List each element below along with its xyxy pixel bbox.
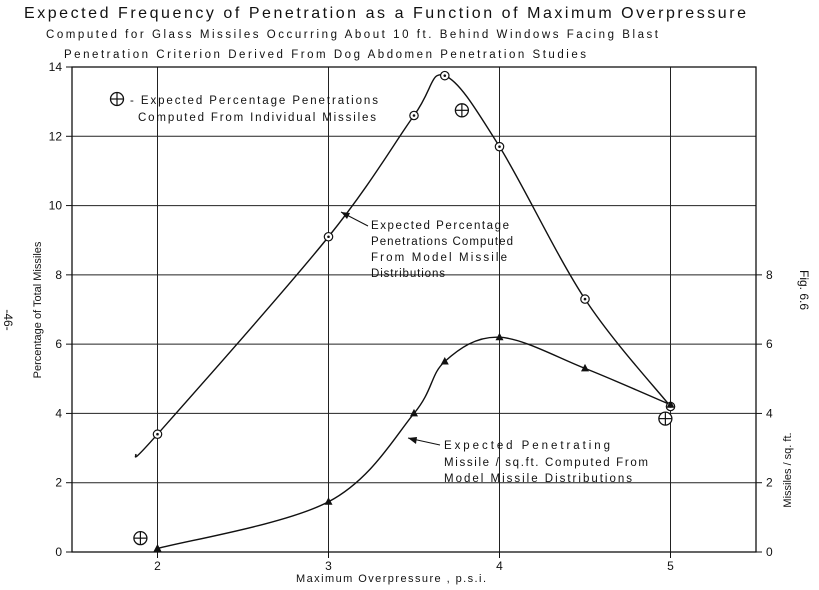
x-tick-label-3: 3: [325, 559, 332, 573]
y-axis-ticks: 0 2 4 6 8 10 12 14: [49, 60, 72, 559]
annotation-percentage-arrowhead: [341, 212, 350, 219]
annotation-a-line-2: Penetrations Computed: [371, 236, 513, 248]
triangle-marker-4: [495, 332, 504, 341]
y-tick-label-0: 0: [55, 545, 62, 559]
y-tick-label-2: 2: [55, 476, 62, 490]
x-axis-label: Maximum Overpressure , p.s.i.: [296, 573, 486, 585]
triangle-marker-6: [666, 400, 675, 408]
triangle-marker-5: [581, 363, 589, 372]
y-tick-label-8: 8: [55, 268, 62, 282]
annotation-percentage-curve: Expected Percentage Penetrations Compute…: [340, 211, 513, 280]
page-number: -46-: [1, 309, 15, 330]
triangle-marker-0: [153, 544, 162, 552]
y-tick-label-10: 10: [49, 199, 63, 213]
annotation-b-line-2: Missile / sq.ft. Computed From: [444, 457, 648, 469]
triangle-marker-1: [324, 497, 333, 505]
triangle-marker-2: [410, 408, 418, 417]
circle-plus-icon: [109, 91, 125, 107]
circle-plus-marker-2: [658, 411, 673, 426]
circle-dot-marker-2: [409, 110, 419, 121]
y-right-axis-label: Missiles / sq. ft.: [782, 432, 794, 507]
legend-line-2: Computed From Individual Missiles: [138, 112, 376, 124]
grid: [72, 67, 756, 552]
annotation-a-line-1: Expected Percentage: [371, 220, 509, 232]
x-tick-label-5: 5: [667, 559, 674, 573]
figure-label: Fig. 6.6: [797, 270, 811, 310]
y-tick-label-14: 14: [49, 60, 63, 74]
circle-dot-marker-0: [152, 429, 163, 440]
y-right-tick-label-2: 2: [766, 476, 773, 490]
y-tick-label-6: 6: [55, 337, 62, 351]
percentage-penetration-curve: [134, 74, 672, 458]
legend-line-1: - Expected Percentage Penetrations: [130, 95, 378, 107]
circle-plus-marker-1: [454, 103, 470, 118]
chart-title: Expected Frequency of Penetration as a F…: [24, 5, 746, 22]
circle-dot-marker-5: [580, 294, 590, 304]
plot-frame: [71, 66, 757, 553]
y-right-axis-ticks: 0 2 4 6 8: [756, 268, 773, 559]
circle-dot-marker-1: [323, 231, 334, 242]
annotation-missiles-curve: Expected Penetrating Missile / sq.ft. Co…: [407, 437, 648, 485]
y-tick-label-12: 12: [49, 129, 63, 143]
y-right-tick-label-8: 8: [766, 268, 773, 282]
y-right-tick-label-0: 0: [766, 545, 773, 559]
individual-missile-markers: [133, 103, 673, 546]
triangle-marker-3: [440, 356, 449, 365]
annotation-a-line-3: From Model Missile: [371, 252, 507, 264]
annotation-b-line-1: Expected Penetrating: [444, 440, 610, 452]
y-right-tick-label-4: 4: [766, 406, 773, 420]
x-tick-label-4: 4: [496, 559, 503, 573]
missiles-markers: [153, 332, 675, 552]
y-tick-label-4: 4: [55, 406, 62, 420]
legend: - Expected Percentage Penetrations Compu…: [109, 91, 378, 124]
circle-plus-marker-0: [133, 530, 148, 546]
annotation-missiles-arrowhead: [408, 437, 417, 444]
circle-dot-marker-3: [439, 70, 450, 81]
y-right-tick-label-6: 6: [766, 337, 773, 351]
x-axis-ticks: 2 3 4 5: [154, 552, 674, 573]
circle-dot-marker-4: [494, 141, 505, 152]
x-tick-label-2: 2: [154, 559, 161, 573]
chart-subtitle-line-2: Penetration Criterion Derived From Dog A…: [64, 49, 586, 61]
annotation-a-line-4: Distributions: [371, 268, 445, 280]
y-axis-label: Percentage of Total Missiles: [32, 241, 44, 378]
chart-subtitle-line-1: Computed for Glass Missiles Occurring Ab…: [46, 29, 659, 41]
